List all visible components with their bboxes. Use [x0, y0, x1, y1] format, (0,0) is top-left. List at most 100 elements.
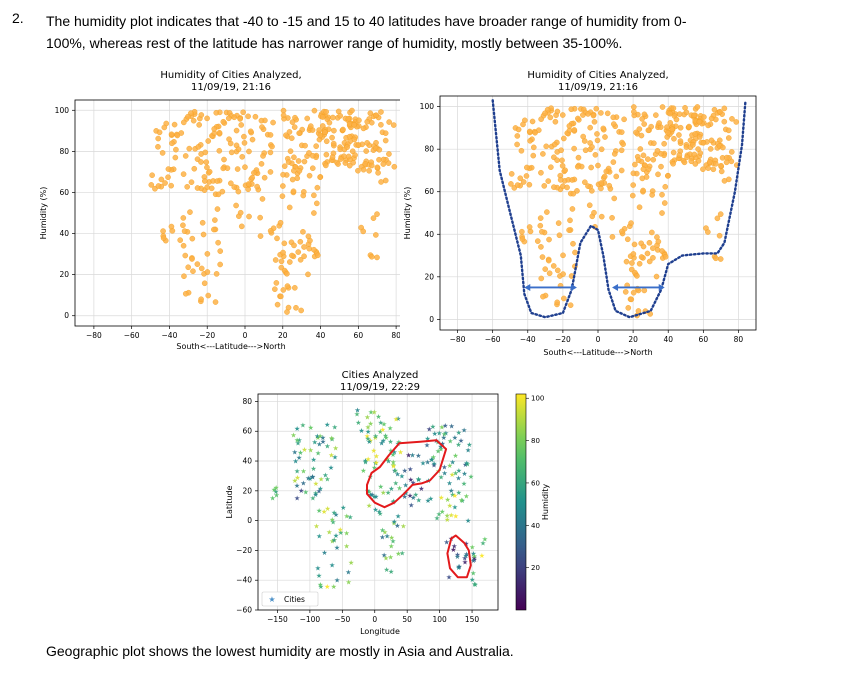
- data-point: [718, 162, 724, 169]
- y-tick-label: 80: [424, 145, 434, 154]
- city-marker: ★: [452, 434, 458, 442]
- city-marker: ★: [354, 406, 360, 414]
- city-marker: ★: [362, 458, 368, 466]
- closing-sentence: Geographic plot shows the lowest humidit…: [46, 643, 514, 659]
- data-point: [391, 163, 398, 170]
- x-tick-label: 0: [243, 331, 248, 340]
- data-point: [654, 148, 661, 154]
- data-point: [610, 114, 617, 121]
- data-point: [375, 170, 381, 176]
- data-point: [554, 108, 561, 115]
- data-point: [580, 112, 586, 118]
- city-marker: ★: [330, 518, 336, 526]
- data-point: [252, 113, 259, 120]
- data-point: [241, 140, 248, 146]
- city-marker: ★: [389, 534, 395, 542]
- data-point: [551, 184, 557, 190]
- city-marker: ★: [365, 456, 371, 464]
- y-tick-label: 20: [424, 272, 434, 281]
- data-point: [297, 257, 304, 263]
- data-point: [567, 302, 574, 308]
- data-point: [550, 263, 557, 269]
- city-marker: ★: [392, 467, 398, 475]
- city-marker: ★: [317, 581, 323, 589]
- y-tick-label: 60: [242, 427, 252, 436]
- data-point: [291, 124, 298, 130]
- city-marker: ★: [332, 454, 338, 462]
- data-point: [311, 192, 317, 199]
- city-marker: ★: [368, 491, 374, 499]
- data-point: [545, 257, 552, 264]
- city-marker: ★: [407, 465, 413, 473]
- city-marker: ★: [309, 473, 315, 481]
- city-marker: ★: [472, 581, 478, 589]
- data-point: [613, 173, 620, 180]
- data-point: [659, 104, 666, 110]
- data-point: [676, 152, 683, 158]
- data-point: [574, 163, 581, 170]
- city-marker: ★: [380, 426, 386, 434]
- data-point: [694, 104, 701, 110]
- city-marker: ★: [395, 415, 401, 423]
- city-marker: ★: [377, 428, 383, 436]
- data-point: [181, 273, 187, 280]
- city-marker: ★: [441, 470, 447, 478]
- data-point: [628, 220, 634, 226]
- y-axis-label: Humidity (%): [403, 187, 412, 240]
- city-marker: ★: [461, 480, 467, 488]
- data-point: [641, 287, 648, 294]
- data-point: [319, 123, 326, 129]
- city-marker: ★: [447, 437, 453, 445]
- data-point: [289, 252, 295, 259]
- data-point: [373, 232, 379, 238]
- city-marker: ★: [346, 578, 352, 586]
- data-point: [225, 115, 232, 122]
- data-point: [296, 168, 303, 174]
- city-marker: ★: [294, 425, 300, 433]
- data-point: [692, 161, 699, 167]
- city-marker: ★: [463, 552, 469, 560]
- data-point: [214, 206, 221, 212]
- city-marker: ★: [451, 543, 457, 551]
- chart-subtitle: 11/09/19, 21:16: [558, 82, 638, 93]
- data-point: [645, 127, 652, 134]
- data-point: [725, 127, 732, 134]
- data-point: [184, 184, 190, 190]
- data-point: [716, 232, 723, 239]
- data-point: [659, 191, 665, 198]
- data-point: [231, 114, 238, 121]
- city-marker: ★: [362, 457, 368, 465]
- city-marker: ★: [381, 420, 387, 428]
- city-marker: ★: [466, 441, 472, 449]
- data-point: [206, 168, 213, 175]
- data-point: [272, 257, 279, 263]
- data-point: [665, 129, 671, 136]
- x-tick-label: −20: [199, 331, 215, 340]
- city-marker: ★: [455, 564, 461, 572]
- data-point: [543, 143, 550, 150]
- data-point: [604, 110, 611, 117]
- data-point: [317, 132, 324, 139]
- data-point: [314, 184, 321, 191]
- x-tick-label: 80: [391, 331, 400, 340]
- city-marker: ★: [316, 487, 322, 495]
- data-point: [700, 139, 707, 146]
- data-point: [649, 229, 655, 236]
- city-marker: ★: [320, 434, 326, 442]
- city-marker: ★: [385, 489, 391, 497]
- city-marker: ★: [294, 495, 300, 503]
- city-marker: ★: [469, 576, 475, 584]
- data-point: [695, 146, 701, 152]
- data-point: [280, 171, 286, 178]
- data-point: [330, 114, 336, 121]
- data-point: [307, 237, 313, 244]
- data-point: [646, 239, 653, 246]
- data-point: [311, 107, 318, 114]
- city-marker: ★: [450, 491, 456, 499]
- data-point: [185, 113, 191, 120]
- data-point: [723, 154, 730, 161]
- data-point: [629, 192, 636, 199]
- city-marker: ★: [458, 496, 464, 504]
- city-marker: ★: [415, 475, 421, 483]
- data-point: [610, 159, 617, 165]
